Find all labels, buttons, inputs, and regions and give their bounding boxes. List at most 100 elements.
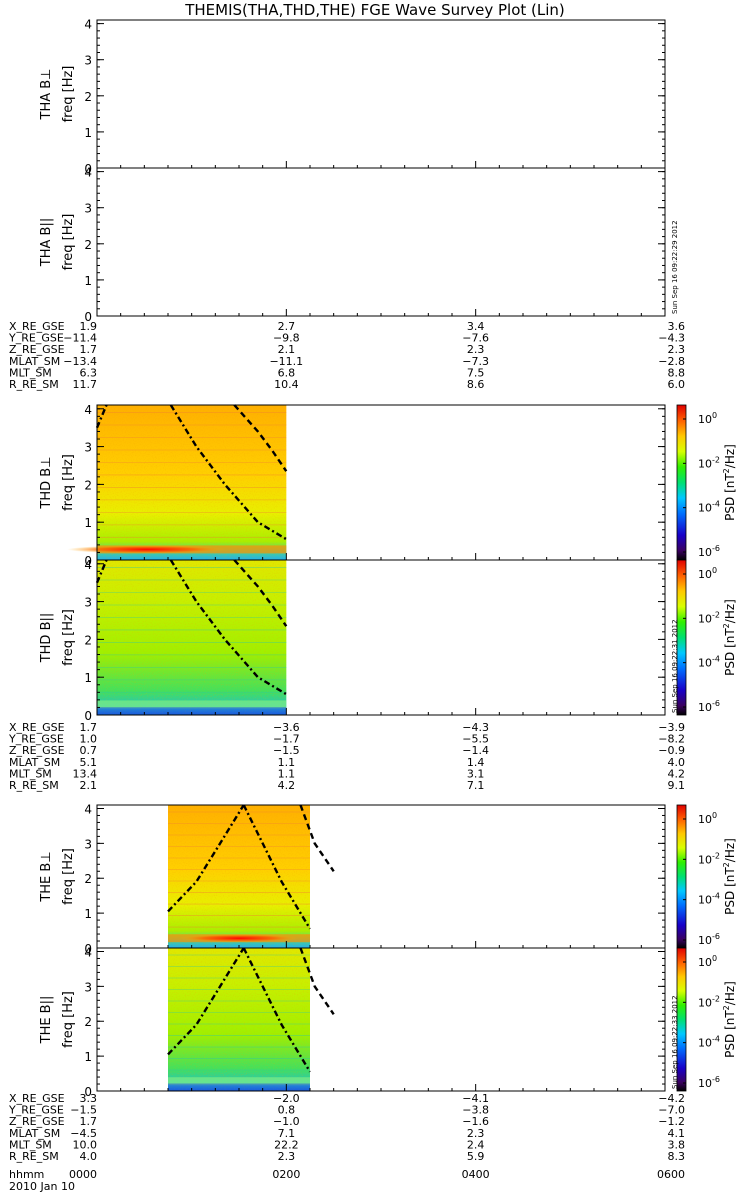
ephem-value: 4.2	[668, 767, 686, 780]
y-tick-label: 1	[84, 516, 92, 530]
ephem-value: −9.8	[273, 332, 300, 345]
ephem-value: 1.7	[80, 721, 98, 734]
colorbar-the-bpar	[676, 947, 687, 1092]
ephem-value: −1.5	[70, 1104, 97, 1117]
ephem-value: 6.3	[80, 366, 98, 379]
ephem-value: 10.0	[73, 1138, 98, 1151]
y-tick-label: 2	[84, 872, 92, 886]
y-tick-label: 1	[84, 671, 92, 685]
low-freq-band	[97, 700, 287, 709]
colorbar-tick-label: 10-6	[698, 544, 720, 559]
ephem-value: 0.7	[80, 744, 98, 757]
ephem-value: −4.1	[462, 1092, 489, 1105]
ephem-value: −1.0	[273, 1115, 300, 1128]
ephem-value: 1.1	[278, 767, 296, 780]
ephem-row-label: MLAT_SM	[9, 355, 60, 368]
time-axis-label: hhmm	[9, 1168, 44, 1181]
y-tick-label: 3	[84, 837, 92, 851]
y-tick-label: 0	[84, 162, 92, 176]
gyrofrequency-curve	[167, 947, 245, 1056]
y-tick-label: 0	[84, 1085, 92, 1099]
time-tick-label: 0600	[657, 1168, 685, 1181]
ephem-row-label: R_RE_SM	[9, 378, 59, 391]
spectrogram-noise-the-bpar	[168, 948, 310, 1091]
ephem-row-label: MLT_SM	[9, 767, 52, 780]
ephem-value: 6.8	[278, 366, 296, 379]
panel-frame	[96, 19, 666, 169]
colorbar-label: PSD [nT2/Hz]	[722, 981, 737, 1058]
ephem-value: 0.8	[278, 1104, 296, 1117]
ephem-value: 2.3	[467, 343, 485, 356]
ephem-value: −4.2	[658, 1092, 685, 1105]
ephem-row-label: MLT_SM	[9, 366, 52, 379]
colorbar-tick-label: 10-6	[698, 932, 720, 947]
plot-title: THEMIS(THA,THD,THE) FGE Wave Survey Plot…	[184, 1, 565, 19]
ephem-value: 7.5	[467, 366, 485, 379]
y-tick-label: 3	[84, 441, 92, 455]
gyrofrequency-curve	[242, 947, 312, 1073]
ephem-value: 3.3	[80, 1092, 98, 1105]
ephem-value: 3.6	[668, 320, 686, 333]
ephem-value: 1.7	[80, 1115, 98, 1128]
ephem-row-label: Z_RE_GSE	[9, 744, 65, 757]
y-tick-label: 0	[84, 310, 92, 324]
colorbar-label: PSD [nT2/Hz]	[722, 599, 737, 676]
ephem-row-label: Y_RE_GSE	[8, 332, 64, 345]
ephem-row-label: MLAT_SM	[9, 756, 60, 769]
colorbar-tick-label: 10-2	[698, 851, 720, 866]
y-tick-label: 3	[84, 980, 92, 994]
ephem-value: 5.9	[467, 1150, 485, 1163]
ephem-value: 4.0	[80, 1150, 98, 1163]
panel-yunit-the-bperp: freq [Hz]	[61, 848, 76, 905]
time-axis-date: 2010 Jan 10	[9, 1180, 75, 1193]
y-tick-label: 4	[84, 802, 92, 816]
gyrofrequency-curve	[233, 404, 288, 472]
panel-tha-bpar: 0 1 2 3 4 THA B|| freq [Hz]	[39, 166, 666, 324]
ephem-value: −2.8	[658, 355, 685, 368]
ephem-value: 1.7	[80, 343, 98, 356]
ephem-row-label: X_RE_GSE	[9, 721, 65, 734]
colorbar-tick-label: 10-2	[698, 610, 720, 625]
spectrogram-noise-thd-bperp	[97, 405, 287, 560]
time-tick-label: 0000	[69, 1168, 97, 1181]
ephem-value: 2.1	[80, 779, 98, 792]
ephem-value: −11.4	[63, 332, 97, 345]
time-tick-label: 0200	[272, 1168, 300, 1181]
ephem-value: 2.1	[278, 343, 296, 356]
ephem-value: −1.5	[273, 744, 300, 757]
ephem-value: 1.4	[467, 756, 485, 769]
ephem-value: −4.3	[658, 332, 685, 345]
ephem-value: 11.7	[73, 378, 98, 391]
colorbar-thd-bpar	[676, 559, 687, 716]
gyrofrequency-curve	[299, 947, 335, 1015]
ephem-value: 8.8	[668, 366, 686, 379]
ephem-value: −1.6	[462, 1115, 489, 1128]
panel-ylabel-tha-bpar: THA B||	[39, 218, 54, 267]
spectrogram-noise-the-bperp	[168, 805, 310, 948]
ephem-value: 4.1	[668, 1127, 686, 1140]
y-tick-label: 1	[84, 907, 92, 921]
panel-ylabel-the-bpar: THE B||	[39, 996, 54, 1045]
y-tick-label: 3	[84, 202, 92, 216]
ephem-value: −13.4	[63, 355, 97, 368]
y-tick-label: 4	[84, 558, 92, 572]
ephem-value: −5.5	[462, 733, 489, 746]
y-tick-label: 1	[84, 126, 92, 140]
ephem-value: 9.1	[668, 779, 686, 792]
ephem-value: 1.1	[278, 756, 296, 769]
ephem-row-label: R_RE_SM	[9, 779, 59, 792]
time-tick-label: 0400	[462, 1168, 490, 1181]
ephem-value: 3.4	[467, 320, 485, 333]
y-tick-label: 4	[84, 166, 92, 180]
ephem-value: −7.3	[462, 355, 489, 368]
colorbar-tick-label: 10-4	[698, 892, 720, 907]
ephem-value: −7.0	[658, 1104, 685, 1117]
y-tick-label: 0	[84, 709, 92, 723]
ephem-value: 13.4	[73, 767, 98, 780]
y-tick-label: 0	[84, 942, 92, 956]
colorbar-tick-label: 10-4	[698, 1035, 720, 1050]
gyrofrequency-curve	[169, 559, 287, 696]
y-tick-label: 1	[84, 274, 92, 288]
colorbar-label: PSD [nT2/Hz]	[722, 838, 737, 915]
